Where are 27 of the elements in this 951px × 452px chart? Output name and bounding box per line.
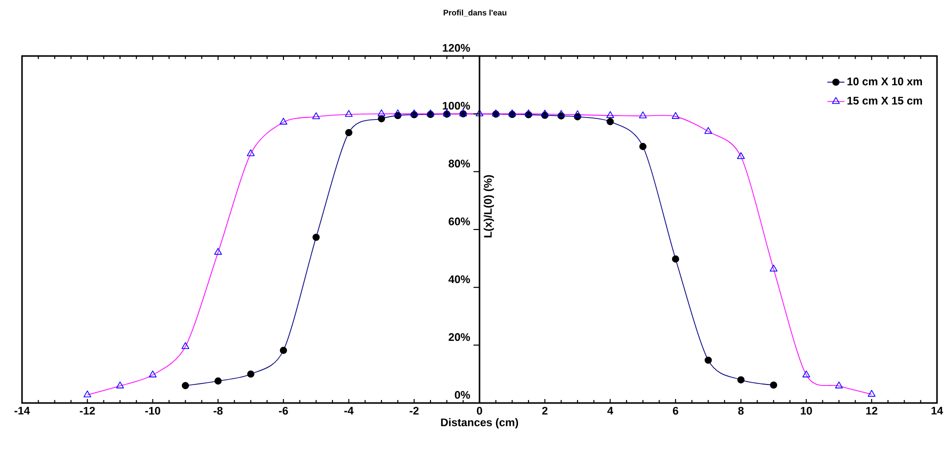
y-tick-label: 100% <box>442 102 470 110</box>
x-tick-label: -4 <box>344 406 354 414</box>
x-tick-label: -10 <box>145 406 160 415</box>
y-tick-label: 60% <box>448 218 470 226</box>
x-tick-label: -12 <box>80 406 95 415</box>
y-tick-label: 20% <box>448 333 470 341</box>
x-tick-label: 10 <box>800 406 812 415</box>
y-tick-label: 120% <box>442 44 470 52</box>
x-tick-label: 14 <box>932 406 944 414</box>
x-tick-label: -8 <box>214 406 223 415</box>
legend-label: 15 cm X 15 cm <box>848 96 922 105</box>
y-axis-title: L(x)/L(0) (%) <box>484 175 494 238</box>
legend-label: 10 cm X 10 xm <box>848 78 922 86</box>
x-tick-label: -14 <box>14 406 30 414</box>
y-tick-label: 40% <box>448 275 470 284</box>
x-tick-label: 8 <box>738 406 744 415</box>
x-tick-label: -2 <box>410 406 419 415</box>
x-tick-label: 12 <box>866 406 878 415</box>
x-tick-label: 6 <box>672 406 678 415</box>
chart-title: Profil_dans l'eau <box>444 10 506 16</box>
y-tick-label: 80% <box>448 160 470 168</box>
y-tick-label: 0% <box>454 391 470 399</box>
x-tick-label: -6 <box>278 406 288 415</box>
x-axis-title: Distances (cm) <box>441 418 518 428</box>
x-tick-label: 0 <box>476 406 482 415</box>
x-tick-label: 2 <box>542 406 548 415</box>
x-tick-label: 4 <box>607 406 614 414</box>
